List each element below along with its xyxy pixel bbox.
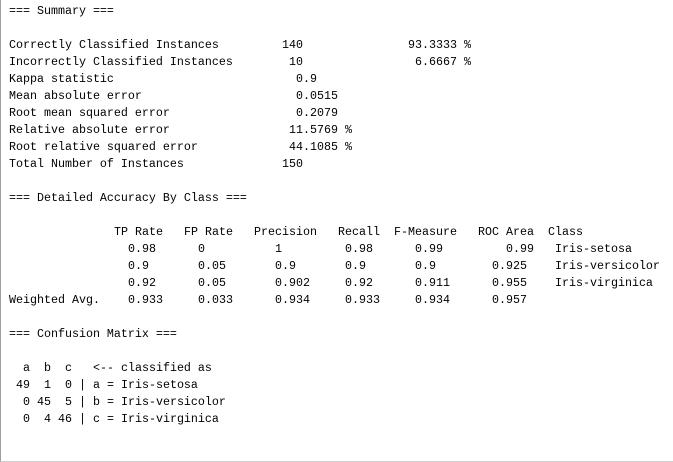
class-name: Iris-setosa (555, 241, 632, 256)
metric-label: Mean absolute error (9, 88, 142, 103)
metric-value: 11.5769 % (289, 122, 352, 137)
metric-cell: 0.9 (275, 258, 296, 273)
column-header: FP Rate (184, 224, 233, 239)
metric-label: Root relative squared error (9, 139, 198, 154)
matrix-count: 4 (44, 411, 51, 426)
matrix-header: c (65, 360, 72, 375)
matrix-label: a = Iris-setosa (93, 377, 198, 392)
metric-cell: 0.933 (345, 292, 380, 307)
metric-value: 150 (282, 156, 303, 171)
metric-cell: 0.911 (415, 275, 450, 290)
matrix-separator: | (79, 394, 86, 409)
metric-cell: 0.934 (415, 292, 450, 307)
section-heading: === Detailed Accuracy By Class === (9, 190, 247, 205)
column-header: Precision (254, 224, 317, 239)
metric-label: Relative absolute error (9, 122, 170, 137)
matrix-count: 0 (23, 411, 30, 426)
matrix-header: a (23, 360, 30, 375)
metric-cell: 0.9 (128, 258, 149, 273)
section-heading: === Summary === (9, 3, 114, 18)
matrix-count: 46 (58, 411, 72, 426)
matrix-count: 0 (65, 377, 72, 392)
metric-value: 10 (289, 54, 303, 69)
metric-cell: 0.05 (198, 258, 226, 273)
metric-cell: 0.9 (415, 258, 436, 273)
column-header: TP Rate (114, 224, 163, 239)
metric-percent: 93.3333 % (408, 37, 471, 52)
class-name: Iris-versicolor (555, 258, 660, 273)
metric-cell: 1 (275, 241, 282, 256)
metric-cell: 0.98 (345, 241, 373, 256)
matrix-separator: | (79, 377, 86, 392)
metric-cell: 0 (198, 241, 205, 256)
column-header: F-Measure (394, 224, 457, 239)
metric-cell: 0.902 (275, 275, 310, 290)
matrix-count: 5 (65, 394, 72, 409)
metric-cell: 0.05 (198, 275, 226, 290)
column-header: Class (548, 224, 583, 239)
section-heading: === Confusion Matrix === (9, 326, 177, 341)
class-name: Iris-virginica (555, 275, 653, 290)
metric-cell: 0.92 (345, 275, 373, 290)
metric-percent: 6.6667 % (415, 54, 471, 69)
metric-cell: 0.99 (506, 241, 534, 256)
metric-label: Correctly Classified Instances (9, 37, 219, 52)
matrix-separator: | (79, 411, 86, 426)
metric-cell: 0.934 (275, 292, 310, 307)
matrix-count: 45 (37, 394, 51, 409)
matrix-count: 0 (23, 394, 30, 409)
column-header: Recall (338, 224, 380, 239)
metric-value: 44.1085 % (289, 139, 352, 154)
metric-cell: 0.933 (128, 292, 163, 307)
row-label: Weighted Avg. (9, 292, 100, 307)
metric-cell: 0.955 (492, 275, 527, 290)
column-header: ROC Area (478, 224, 534, 239)
matrix-label: c = Iris-virginica (93, 411, 219, 426)
metric-cell: 0.99 (415, 241, 443, 256)
matrix-count: 49 (16, 377, 30, 392)
metric-value: 0.0515 (296, 88, 338, 103)
metric-value: 0.9 (296, 71, 317, 86)
metric-label: Incorrectly Classified Instances (9, 54, 233, 69)
matrix-count: 1 (44, 377, 51, 392)
metric-cell: 0.957 (492, 292, 527, 307)
metric-label: Kappa statistic (9, 71, 114, 86)
metric-cell: 0.92 (128, 275, 156, 290)
metric-value: 140 (282, 37, 303, 52)
matrix-label: b = Iris-versicolor (93, 394, 226, 409)
metric-cell: 0.925 (492, 258, 527, 273)
metric-cell: 0.033 (198, 292, 233, 307)
matrix-header: b (44, 360, 51, 375)
metric-cell: 0.9 (345, 258, 366, 273)
metric-value: 0.2079 (296, 105, 338, 120)
metric-cell: 0.98 (128, 241, 156, 256)
matrix-note: <-- classified as (93, 360, 212, 375)
metric-label: Root mean squared error (9, 105, 170, 120)
metric-label: Total Number of Instances (9, 156, 184, 171)
